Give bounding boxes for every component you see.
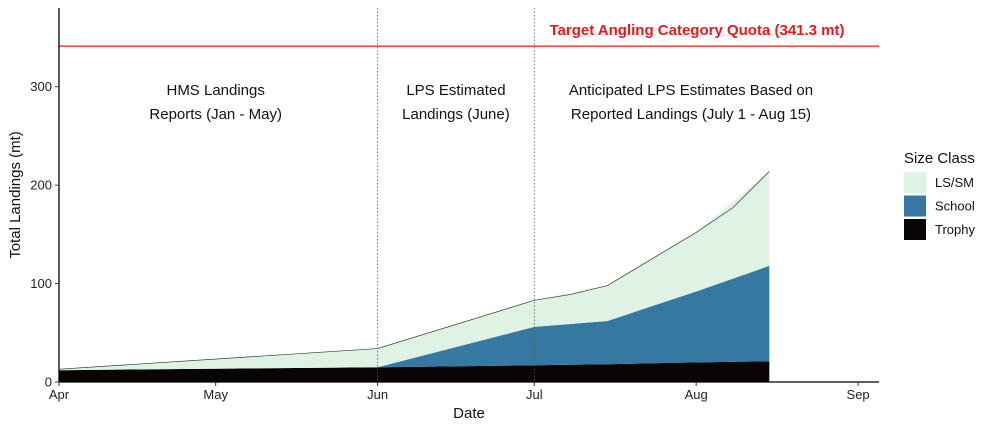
y-tick-label-0: 0: [45, 375, 52, 390]
legend-swatch-school: [904, 195, 926, 217]
y-axis-ticks: 0 100 200 300: [30, 79, 59, 390]
y-tick-label-300: 300: [30, 79, 52, 94]
annotation-1-line-1: HMS Landings: [166, 82, 264, 99]
annotation-1: HMS Landings Reports (Jan - May): [149, 82, 282, 123]
area-trophy: [59, 361, 770, 382]
legend-title: Size Class: [904, 150, 975, 167]
area-ls-sm: [59, 171, 770, 371]
y-tick-label-200: 200: [30, 178, 52, 193]
quota-label: Target Angling Category Quota (341.3 mt): [549, 22, 844, 39]
x-tick-label-jul: Jul: [526, 387, 543, 402]
quota-group: Target Angling Category Quota (341.3 mt): [59, 22, 879, 47]
area-school: [59, 265, 770, 371]
phase-divider-lines: [377, 8, 535, 382]
annotation-1-line-2: Reports (Jan - May): [149, 106, 282, 123]
annotation-2: LPS Estimated Landings (June): [402, 82, 510, 123]
legend: Size Class LS/SM School Trophy: [904, 150, 975, 240]
legend-label-ls-sm: LS/SM: [935, 175, 974, 190]
legend-label-school: School: [935, 199, 975, 214]
total-outline: [58, 171, 770, 370]
legend-swatch-ls-sm: [904, 172, 926, 193]
x-tick-label-apr: Apr: [49, 387, 70, 402]
annotation-2-line-2: Landings (June): [402, 106, 510, 123]
x-tick-label-aug: Aug: [685, 387, 708, 402]
legend-label-trophy: Trophy: [935, 222, 975, 237]
annotation-3: Anticipated LPS Estimates Based on Report…: [569, 82, 813, 123]
legend-swatch-trophy: [904, 219, 926, 240]
annotation-3-line-1: Anticipated LPS Estimates Based on: [569, 82, 813, 99]
x-axis-title: Date: [453, 405, 485, 422]
annotations: HMS Landings Reports (Jan - May) LPS Estim…: [149, 82, 813, 123]
x-tick-label-may: May: [203, 387, 228, 402]
annotation-3-line-2: Reported Landings (July 1 - Aug 15): [571, 106, 811, 123]
area-layers: [58, 171, 770, 382]
axes: Apr May Jun Jul Aug Sep 0 100 200 300 Date Total…: [7, 8, 879, 422]
x-tick-label-sep: Sep: [847, 387, 870, 402]
x-tick-label-jun: Jun: [367, 387, 388, 402]
x-axis-ticks: Apr May Jun Jul Aug Sep: [49, 382, 870, 402]
y-axis-title: Total Landings (mt): [7, 131, 24, 259]
y-tick-label-100: 100: [30, 276, 52, 291]
annotation-2-line-1: LPS Estimated: [406, 82, 505, 99]
